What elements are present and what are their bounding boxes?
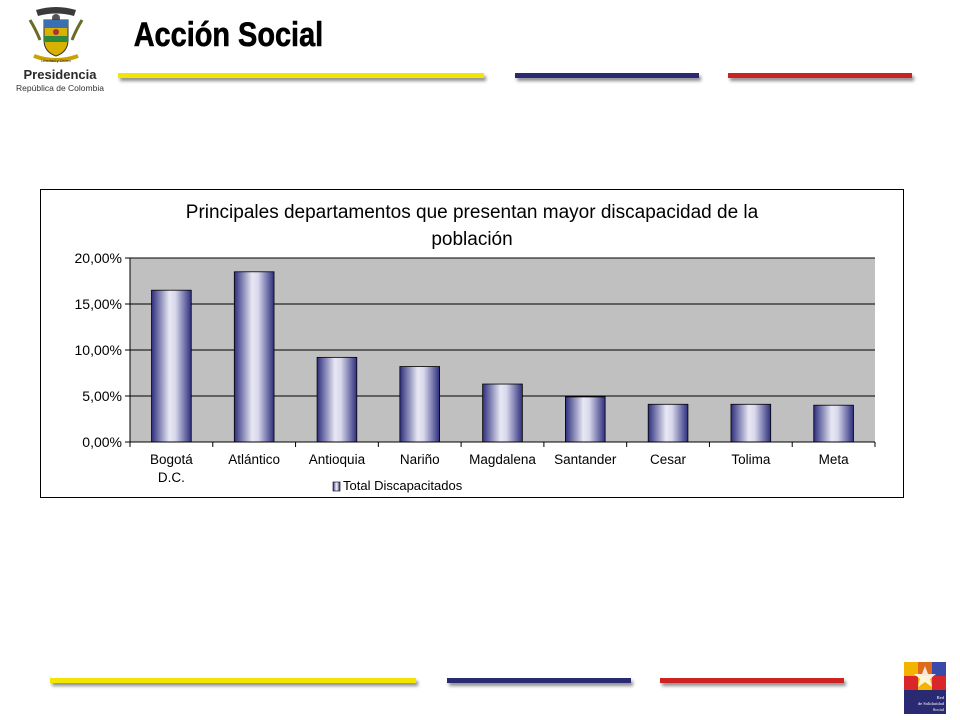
legend: Total Discapacitados — [332, 478, 463, 493]
legend-swatch — [332, 481, 341, 492]
x-tick-label: Antioquia — [309, 452, 366, 467]
footer-navy-bar — [447, 678, 631, 683]
red-solidaridad-logo: Red de Solidaridad Social — [902, 660, 948, 716]
chart-frame: Principales departamentos que presentan … — [40, 189, 904, 498]
x-tick-label: D.C. — [158, 470, 185, 485]
coat-of-arms-icon: Libertad y Orden — [28, 7, 84, 63]
presidencia-label: Presidencia — [23, 67, 97, 82]
footer-red-bar — [660, 678, 844, 683]
x-axis: Bogotá D.C. Atlántico Antioquia Nariño Magdal… — [129, 258, 876, 485]
y-tick-label: 10,00% — [75, 342, 122, 358]
accion-social-logo: Acción Social — [133, 14, 323, 54]
footer-yellow-bar — [50, 678, 416, 683]
x-tick-label: Magdalena — [469, 452, 536, 467]
x-tick-label: Tolima — [731, 452, 771, 467]
x-tick-label: Cesar — [650, 452, 687, 467]
y-tick-label: 0,00% — [82, 434, 122, 450]
bar — [482, 383, 523, 443]
bar — [151, 289, 192, 443]
chart-title-line2: población — [431, 229, 512, 250]
y-tick-label: 20,00% — [75, 250, 122, 266]
x-tick-label: Atlántico — [228, 452, 280, 467]
y-tick-label: 5,00% — [82, 388, 122, 404]
bar — [647, 403, 689, 443]
brand-text: Acción Social — [134, 15, 323, 54]
x-tick-label: Meta — [819, 452, 850, 467]
legend-label: Total Discapacitados — [343, 478, 463, 493]
bar — [813, 404, 854, 443]
bar — [233, 271, 275, 443]
logo-text-line2: de Solidaridad — [918, 701, 945, 706]
bar — [399, 366, 440, 443]
x-tick-label: Bogotá — [150, 452, 193, 467]
chart-title-line1: Principales departamentos que presentan … — [186, 202, 759, 223]
header-red-bar — [728, 73, 912, 78]
republica-label: República de Colombia — [16, 83, 104, 93]
y-tick-label: 15,00% — [75, 296, 122, 312]
bars — [151, 271, 854, 443]
header-navy-bar — [515, 73, 699, 78]
bar — [730, 403, 772, 443]
bar-chart: Principales departamentos que presentan … — [75, 202, 876, 493]
bar — [316, 356, 358, 443]
x-tick-label: Santander — [554, 452, 617, 467]
header-yellow-bar — [118, 73, 484, 78]
y-axis: 0,00% 5,00% 10,00% 15,00% 20,00% — [75, 250, 131, 450]
x-tick-label: Nariño — [400, 452, 440, 467]
logo-text-line1: Red — [937, 695, 945, 700]
logo-text-line3: Social — [933, 707, 945, 712]
seal-motto: Libertad y Orden — [41, 58, 71, 63]
bar — [565, 396, 606, 443]
